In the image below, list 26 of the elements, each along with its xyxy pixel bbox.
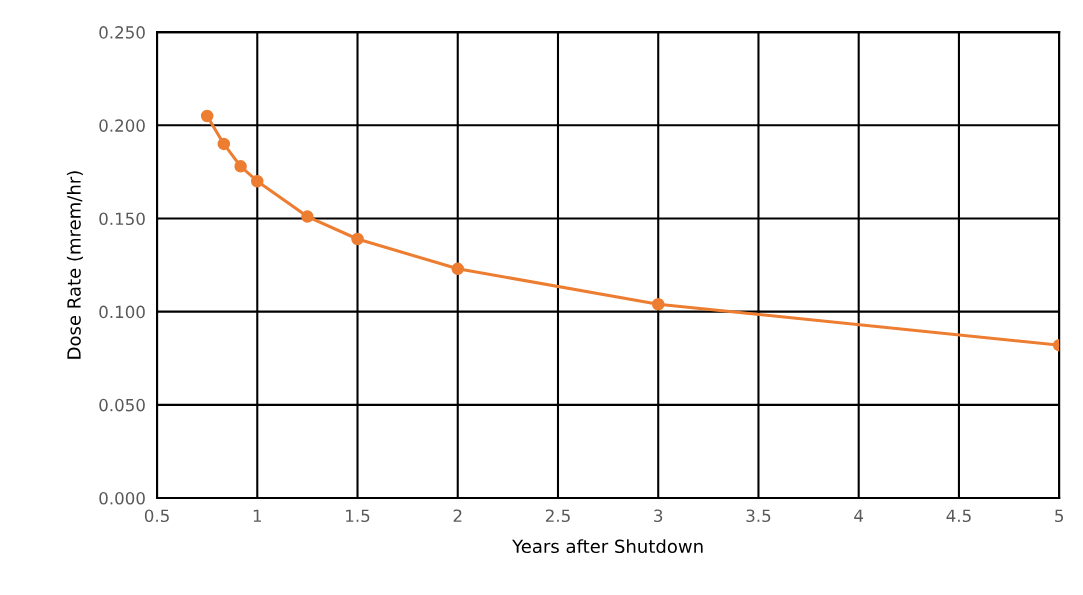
point (451, 262, 464, 276)
point (301, 210, 314, 223)
x-tick-label: 2.5 (545, 509, 570, 523)
y-tick-label: 0.000 (99, 491, 145, 505)
x-tick-label: 3.5 (746, 509, 771, 523)
x-tick-label: 3 (654, 509, 663, 523)
y-tick-label: 0.050 (99, 398, 145, 412)
point (351, 232, 364, 246)
point (251, 174, 264, 188)
x-tick-label: 5 (1055, 509, 1064, 523)
x-tick-label: 1 (253, 509, 262, 522)
x-tick-label: 4 (854, 509, 864, 522)
y-tick-label: 0.200 (99, 119, 145, 132)
x-tick-label: 4.5 (946, 509, 971, 523)
y-tick-label: 0.250 (99, 26, 145, 39)
x-tick-label: 0.5 (144, 509, 169, 523)
y-tick-label: 0.150 (99, 212, 145, 226)
y-axis-title: Dose Rate (mrem/hr) (66, 171, 83, 359)
x-tick-label: 2 (453, 509, 462, 522)
y-tick-label: 0.100 (99, 305, 145, 319)
point (200, 109, 214, 123)
point (651, 297, 665, 311)
point (234, 160, 247, 173)
point (217, 137, 231, 151)
x-axis-title: Years after Shutdown (512, 539, 703, 554)
x-tick-label: 1.5 (346, 509, 370, 523)
